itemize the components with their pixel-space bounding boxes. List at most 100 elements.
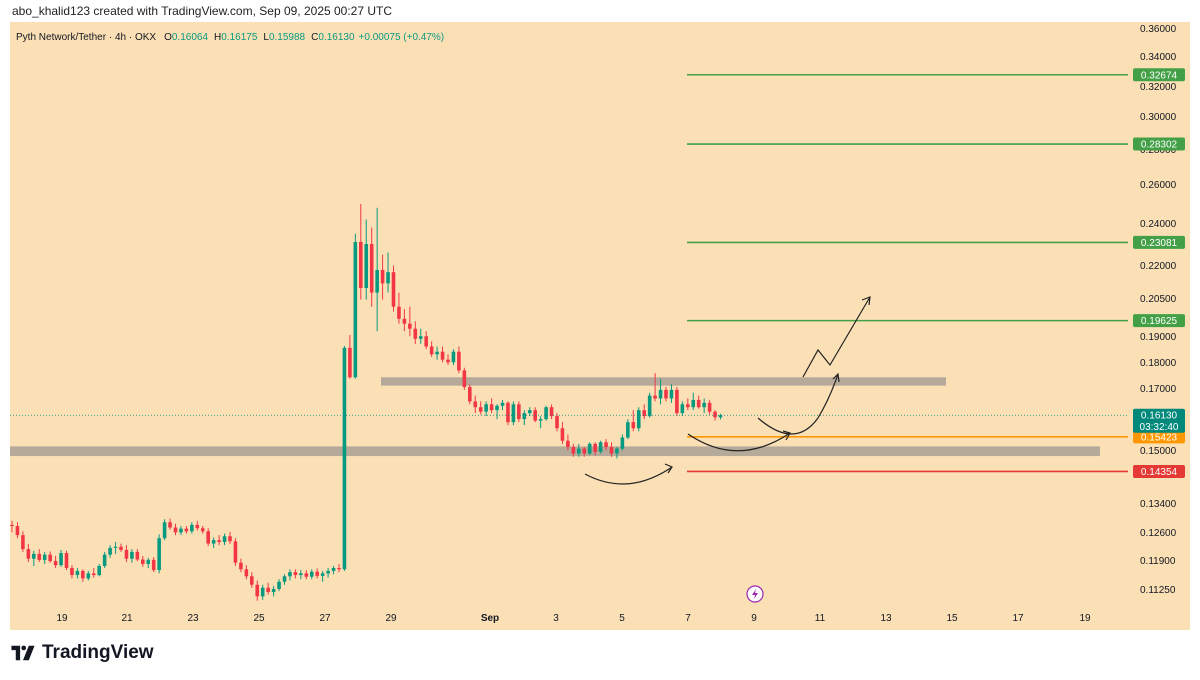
candle[interactable] xyxy=(15,522,20,539)
candle[interactable] xyxy=(560,422,565,444)
sr-zone[interactable] xyxy=(381,377,946,386)
candle[interactable] xyxy=(440,346,445,363)
candle[interactable] xyxy=(658,378,663,405)
candle[interactable] xyxy=(320,570,325,582)
candle[interactable] xyxy=(495,404,499,420)
candle[interactable] xyxy=(669,384,674,403)
sr-zone[interactable] xyxy=(10,446,1100,457)
candle[interactable] xyxy=(707,399,712,415)
candle[interactable] xyxy=(566,434,570,451)
candle[interactable] xyxy=(206,528,210,546)
candle[interactable] xyxy=(386,252,390,293)
candle[interactable] xyxy=(217,535,221,546)
candle[interactable] xyxy=(631,410,636,432)
candle[interactable] xyxy=(702,398,706,414)
candle[interactable] xyxy=(353,233,358,379)
candle[interactable] xyxy=(331,565,336,575)
candle[interactable] xyxy=(500,399,505,411)
candle[interactable] xyxy=(511,401,516,426)
candle[interactable] xyxy=(239,558,243,573)
candle[interactable] xyxy=(380,254,385,300)
candle[interactable] xyxy=(369,227,374,307)
candle[interactable] xyxy=(315,568,319,579)
candle[interactable] xyxy=(446,354,450,365)
candle[interactable] xyxy=(348,334,352,379)
candle[interactable] xyxy=(626,419,630,440)
candle[interactable] xyxy=(86,570,91,581)
candle[interactable] xyxy=(418,328,423,344)
candle[interactable] xyxy=(70,565,74,579)
candle[interactable] xyxy=(696,395,701,409)
candle[interactable] xyxy=(222,533,227,546)
candle[interactable] xyxy=(250,572,254,588)
candle[interactable] xyxy=(97,563,101,577)
candle[interactable] xyxy=(522,410,527,426)
candle[interactable] xyxy=(544,405,548,421)
candle[interactable] xyxy=(211,537,216,548)
candle[interactable] xyxy=(162,519,167,541)
candle[interactable] xyxy=(653,373,657,402)
candle[interactable] xyxy=(462,367,467,390)
candle[interactable] xyxy=(375,207,379,332)
candle[interactable] xyxy=(10,520,14,533)
candle[interactable] xyxy=(397,292,401,324)
time-axis[interactable] xyxy=(10,604,1128,630)
candle[interactable] xyxy=(119,543,123,552)
candle[interactable] xyxy=(244,565,249,580)
candle[interactable] xyxy=(184,525,189,534)
candle[interactable] xyxy=(691,392,696,411)
candle[interactable] xyxy=(26,544,31,562)
candle[interactable] xyxy=(21,531,25,552)
candle[interactable] xyxy=(108,545,112,558)
candle[interactable] xyxy=(391,265,396,312)
candle[interactable] xyxy=(571,443,576,457)
candle[interactable] xyxy=(277,579,281,592)
candle[interactable] xyxy=(337,563,341,573)
candle[interactable] xyxy=(435,346,439,360)
candle[interactable] xyxy=(457,346,461,374)
candle[interactable] xyxy=(190,522,194,534)
candle[interactable] xyxy=(32,550,36,566)
candle[interactable] xyxy=(173,523,178,536)
candle[interactable] xyxy=(664,387,668,402)
candle[interactable] xyxy=(102,551,107,569)
candle[interactable] xyxy=(288,569,292,581)
candle[interactable] xyxy=(135,549,140,562)
candle[interactable] xyxy=(299,570,303,580)
candle[interactable] xyxy=(642,404,646,420)
candle[interactable] xyxy=(620,434,625,451)
candle[interactable] xyxy=(42,551,47,564)
candle[interactable] xyxy=(473,395,478,414)
candle[interactable] xyxy=(468,384,472,405)
candle[interactable] xyxy=(615,447,619,459)
candle[interactable] xyxy=(424,331,428,350)
candle[interactable] xyxy=(266,582,270,595)
candle[interactable] xyxy=(636,407,641,432)
candle[interactable] xyxy=(402,309,407,332)
candle[interactable] xyxy=(53,555,58,569)
candle[interactable] xyxy=(151,557,156,573)
candle[interactable] xyxy=(506,401,510,426)
candle[interactable] xyxy=(686,398,690,411)
candle[interactable] xyxy=(195,520,200,531)
candle[interactable] xyxy=(478,401,483,415)
candle[interactable] xyxy=(680,401,685,417)
candle[interactable] xyxy=(64,550,69,571)
candle[interactable] xyxy=(326,568,330,578)
candle[interactable] xyxy=(577,443,581,457)
candle[interactable] xyxy=(364,219,369,300)
candle[interactable] xyxy=(113,542,118,554)
candle[interactable] xyxy=(527,407,532,417)
candle[interactable] xyxy=(675,387,679,417)
candle[interactable] xyxy=(37,549,42,562)
candle[interactable] xyxy=(124,545,129,562)
candle[interactable] xyxy=(489,398,494,414)
candle[interactable] xyxy=(141,555,145,567)
candle[interactable] xyxy=(146,557,151,569)
candle[interactable] xyxy=(604,439,608,451)
candle[interactable] xyxy=(130,549,134,563)
candle[interactable] xyxy=(413,321,418,344)
candle[interactable] xyxy=(598,440,603,454)
candle[interactable] xyxy=(233,538,238,566)
